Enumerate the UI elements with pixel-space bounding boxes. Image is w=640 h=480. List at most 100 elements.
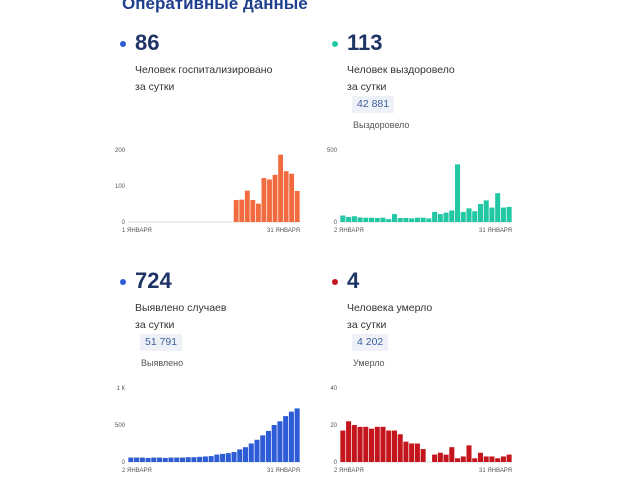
deaths-total-badge: 4 202 <box>352 334 389 351</box>
bar <box>288 411 294 462</box>
bar <box>403 217 409 222</box>
hospitalized-description: Человек госпитализировано за сутки <box>135 62 335 96</box>
bar <box>237 449 243 462</box>
x-tick-label-start: 2 ЯНВАРЯ <box>122 468 152 474</box>
bar <box>357 426 363 462</box>
bar <box>483 456 489 462</box>
desc-line: за сутки <box>135 81 175 93</box>
y-tick-label: 0 <box>122 220 126 226</box>
bullet-dot-icon <box>120 41 126 47</box>
bar <box>151 457 157 462</box>
bullet-dot-icon <box>120 279 126 285</box>
bar <box>483 200 489 222</box>
bar <box>420 217 426 222</box>
bar <box>168 457 174 462</box>
bar <box>162 457 168 462</box>
recovered-description: Человек выздоровело за сутки <box>347 62 547 96</box>
deaths-value: 4 <box>347 268 360 293</box>
bar <box>472 458 478 462</box>
bar <box>357 217 363 222</box>
bar <box>346 216 352 222</box>
recovered-total-badge: 42 881 <box>352 96 395 113</box>
bar <box>351 216 357 222</box>
bar <box>409 443 415 462</box>
bar <box>271 425 277 462</box>
bar <box>283 416 289 462</box>
bar <box>449 210 455 222</box>
hospitalized-chart: 0 100 200 1 ЯНВАРЯ 31 ЯНВАРЯ <box>115 148 300 234</box>
bar <box>157 457 163 462</box>
bar <box>278 154 284 222</box>
bar <box>403 441 409 462</box>
bar <box>294 408 300 462</box>
x-tick-label-start: 1 ЯНВАРЯ <box>122 228 152 234</box>
bar <box>380 217 386 222</box>
bar <box>208 456 214 462</box>
bar <box>294 191 300 222</box>
desc-line: за сутки <box>135 319 175 331</box>
bar <box>391 430 397 462</box>
bullet-dot-icon <box>332 41 338 47</box>
recovered-value: 113 <box>347 30 383 55</box>
panel-detected: 724 Выявлено случаев за сутки 51 791 Выя… <box>120 268 320 380</box>
bar <box>437 214 443 222</box>
detected-description: Выявлено случаев за сутки <box>135 300 335 334</box>
bar <box>495 458 501 462</box>
bar <box>432 454 438 462</box>
x-tick-label-end: 31 ЯНВАРЯ <box>479 228 512 234</box>
y-tick-label: 100 <box>115 184 126 190</box>
bar <box>380 426 386 462</box>
bar <box>409 218 415 222</box>
bar <box>489 207 495 222</box>
desc-line: за сутки <box>347 81 387 93</box>
bar <box>255 203 261 222</box>
x-tick-label-end: 31 ЯНВАРЯ <box>479 468 512 474</box>
detected-total-label: Выявлено <box>141 358 184 368</box>
bar <box>420 449 426 462</box>
bar <box>426 218 432 222</box>
bar <box>261 178 267 222</box>
desc-line: Человек госпитализировано <box>135 64 273 76</box>
bar <box>277 421 283 462</box>
y-tick-label: 20 <box>330 423 337 429</box>
bar <box>455 458 461 462</box>
bar <box>386 219 392 222</box>
bar <box>289 173 295 222</box>
bar <box>374 217 380 222</box>
bar <box>466 445 472 462</box>
bar <box>128 457 134 462</box>
bar <box>250 200 256 222</box>
y-tick-label: 40 <box>330 386 337 392</box>
bar <box>134 457 140 462</box>
bar <box>466 208 472 222</box>
bar <box>432 211 438 222</box>
y-tick-label: 500 <box>327 148 338 154</box>
bar <box>374 426 380 462</box>
bar <box>443 212 449 222</box>
bar <box>414 217 420 222</box>
bar <box>145 457 151 462</box>
detected-value: 724 <box>135 268 172 293</box>
x-tick-label-start: 2 ЯНВАРЯ <box>334 468 364 474</box>
x-tick-label-end: 31 ЯНВАРЯ <box>267 228 300 234</box>
bar <box>272 174 278 222</box>
deaths-chart: 0 20 40 2 ЯНВАРЯ 31 ЯНВАРЯ <box>330 386 512 474</box>
bar <box>243 447 249 462</box>
bar <box>437 452 443 462</box>
bar <box>340 430 346 462</box>
bar <box>260 435 266 462</box>
deaths-description: Человека умерло за сутки <box>347 300 547 334</box>
bar <box>477 452 483 462</box>
bar <box>248 443 254 462</box>
bar <box>397 434 403 462</box>
detected-chart: 0 500 1 К 2 ЯНВАРЯ 31 ЯНВАРЯ <box>115 386 300 474</box>
bar <box>197 456 203 462</box>
recovered-total-label: Выздоровело <box>353 120 410 130</box>
bar <box>231 452 237 462</box>
desc-line: за сутки <box>347 319 387 331</box>
bullet-dot-icon <box>332 279 338 285</box>
bar <box>460 456 466 462</box>
bar <box>267 179 272 222</box>
bar <box>265 430 271 462</box>
bar <box>506 454 512 462</box>
